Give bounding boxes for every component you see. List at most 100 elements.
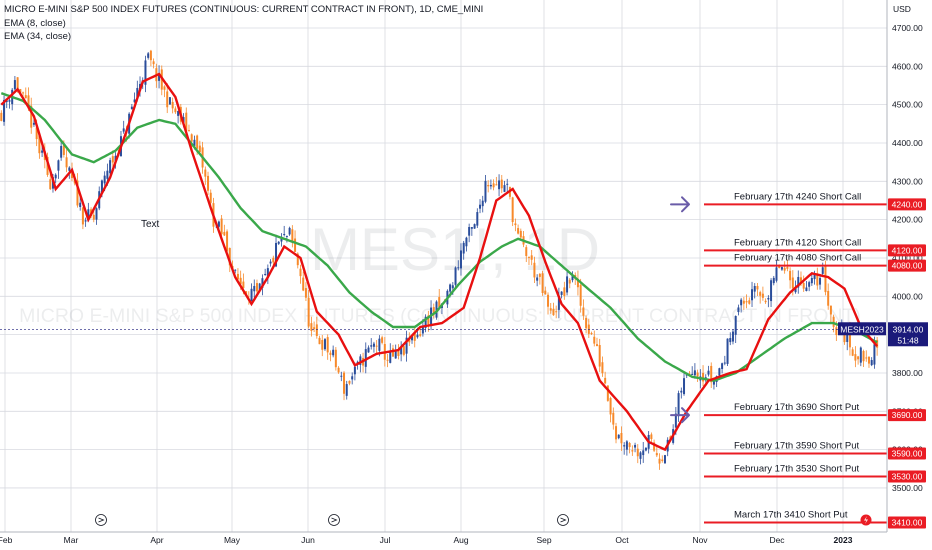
chart-title[interactable]: MICRO E-MINI S&P 500 INDEX FUTURES (CONT… [4, 4, 484, 15]
candle-body [171, 101, 174, 109]
candle-body [190, 134, 193, 142]
candle-body [22, 92, 25, 94]
countdown-value: 51:48 [897, 335, 919, 345]
candle-body [835, 327, 838, 336]
time-axis[interactable]: Feb Mar Apr May Jun Jul Aug Sep Oct Nov Dec 2023 [0, 535, 853, 545]
level-label: February 17th 4080 Short Call [734, 253, 861, 264]
candle-body [808, 282, 811, 287]
candle-body [819, 278, 822, 285]
candle-body [794, 287, 797, 293]
candle-body [79, 202, 82, 207]
candle-body [296, 253, 299, 266]
candle-body [846, 331, 849, 342]
candle-body [397, 350, 400, 356]
candle-body [152, 61, 155, 65]
candle-body [187, 130, 190, 132]
candle-body [696, 372, 699, 377]
ema-slow-legend[interactable]: EMA (34, close) [4, 31, 72, 42]
candle-body [557, 295, 560, 310]
candle-body [470, 227, 473, 229]
candle-body [321, 339, 324, 350]
candle-body [568, 279, 571, 284]
candle-body [791, 277, 794, 289]
candle-body [348, 380, 351, 384]
candle-body [334, 349, 337, 368]
event-markers [95, 514, 872, 526]
candle-body [92, 214, 95, 220]
candle-body [149, 50, 152, 61]
time-tick-label: Aug [453, 535, 468, 545]
candle-body [778, 265, 781, 268]
candle-body [411, 336, 414, 341]
candle-body [859, 347, 862, 363]
candle-body [737, 307, 740, 313]
candle-body [416, 334, 419, 338]
candle-body [683, 378, 686, 395]
time-tick-label: Feb [0, 535, 13, 545]
level-price-tag [888, 470, 926, 483]
ema-fast-legend[interactable]: EMA (8, close) [4, 18, 66, 29]
candle-body [734, 315, 737, 335]
candle-body [628, 443, 631, 448]
candle-body [49, 179, 52, 190]
candle-body [541, 273, 544, 293]
candle-body [829, 305, 832, 315]
symbol-tag-text: MESH2023 [840, 324, 884, 334]
candle-body [655, 453, 658, 456]
level-label: February 17th 3590 Short Put [734, 440, 860, 451]
candle-body [590, 332, 593, 334]
candle-body [68, 167, 71, 171]
text-annotation[interactable]: Text [141, 219, 160, 230]
candle-body [343, 372, 346, 394]
candle-body [873, 344, 876, 365]
candle-body [606, 385, 609, 401]
candle-body [631, 450, 634, 452]
candle-body [370, 345, 373, 347]
current-price-value: 3914.00 [893, 324, 924, 334]
ema-fast-line [0, 72, 879, 452]
candle-body [876, 339, 879, 348]
candle-body [867, 356, 870, 364]
candle-body [740, 299, 743, 306]
candle-body [533, 262, 536, 278]
candle-body [753, 286, 756, 292]
candle-body [144, 60, 147, 85]
option-levels: February 17th 4240 Short Call February 17… [0, 191, 887, 524]
candle-body [810, 278, 813, 284]
level-price-tag [888, 259, 926, 272]
candle-body [731, 331, 734, 342]
price-tick-label: 4200.00 [892, 215, 923, 225]
candle-body [250, 288, 253, 302]
price-axis-bg[interactable] [887, 0, 932, 550]
candle-body [789, 270, 792, 281]
price-tick-label: 4400.00 [892, 138, 923, 148]
candle-body [854, 354, 857, 361]
candle-body [432, 307, 435, 314]
candle-body [375, 345, 378, 347]
candle-body [394, 350, 397, 359]
candle-body [691, 373, 694, 375]
candle-body [255, 283, 258, 292]
level-price-tag-text: 3530.00 [892, 471, 923, 481]
candle-body [615, 426, 618, 440]
candle-body [400, 347, 403, 355]
candle-body [693, 370, 696, 376]
candle-body [805, 287, 808, 291]
candle-body [751, 289, 754, 301]
candle-body [506, 183, 509, 185]
candle-body [122, 128, 125, 132]
candle-body [644, 447, 647, 451]
candle-body [299, 268, 302, 277]
candle-body [288, 227, 291, 235]
candle-body [449, 284, 452, 292]
candle-body [351, 376, 354, 380]
candle-body [177, 111, 180, 116]
level-label: March 17th 3410 Short Put [734, 509, 848, 520]
watermark-name: MICRO E-MINI S&P 500 INDEX FUTURES (CONT… [19, 305, 861, 327]
candle-body [71, 169, 74, 179]
candle-body [707, 370, 710, 375]
candle-body [95, 208, 98, 220]
candle-body [862, 351, 865, 362]
candle-body [476, 212, 479, 226]
